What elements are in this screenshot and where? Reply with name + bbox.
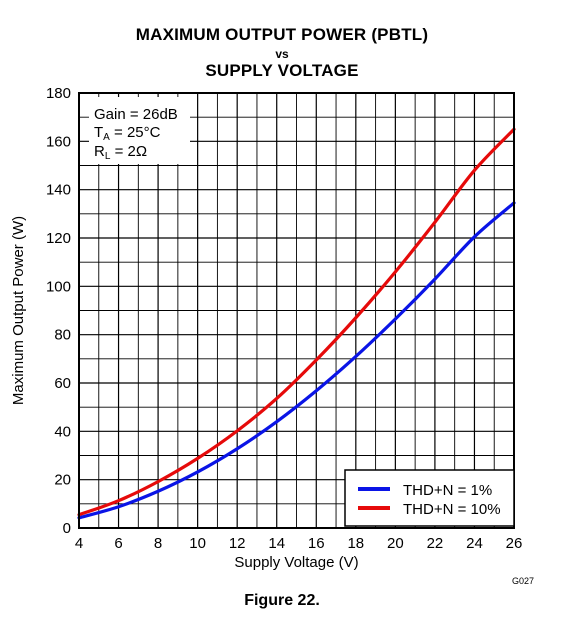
- x-tick-label: 4: [75, 535, 83, 552]
- y-tick-label: 20: [54, 472, 71, 489]
- condition-gain: Gain = 26dB: [94, 106, 178, 123]
- legend-label-thd-1: THD+N = 1%: [403, 482, 492, 499]
- chart-title-line2: vs: [275, 47, 289, 61]
- x-tick-label: 20: [387, 535, 404, 552]
- series-line-thd-1: [77, 201, 516, 520]
- y-tick-label: 160: [46, 133, 71, 150]
- x-tick-label: 12: [229, 535, 246, 552]
- conditions-box-bg: [89, 97, 190, 164]
- legend: THD+N = 1% THD+N = 10%: [344, 469, 515, 527]
- condition-ta: TA = 25°C: [94, 124, 161, 143]
- legend-box: [344, 469, 515, 527]
- chart-title-line3: SUPPLY VOLTAGE: [205, 61, 359, 80]
- x-tick-label: 10: [189, 535, 206, 552]
- conditions-box: Gain = 26dB TA = 25°C RL = 2Ω: [89, 97, 190, 164]
- y-tick-label: 60: [54, 375, 71, 392]
- x-tick-label: 14: [268, 535, 285, 552]
- y-tick-label: 180: [46, 85, 71, 102]
- y-tick-label: 100: [46, 278, 71, 295]
- legend-label-thd-10: THD+N = 10%: [403, 501, 501, 518]
- figure-caption: Figure 22.: [244, 592, 320, 609]
- x-tick-label: 8: [154, 535, 162, 552]
- y-tick-label: 80: [54, 327, 71, 344]
- condition-rl: RL = 2Ω: [94, 143, 147, 162]
- x-axis-label: Supply Voltage (V): [234, 554, 358, 571]
- figure-code: G027: [512, 576, 535, 586]
- y-tick-label: 140: [46, 182, 71, 199]
- plot-frame: [78, 92, 515, 529]
- x-tick-label: 16: [308, 535, 325, 552]
- series-line-thd-10: [77, 127, 516, 517]
- x-tick-label: 18: [347, 535, 364, 552]
- series-lines: [77, 127, 516, 520]
- x-tick-label: 22: [427, 535, 444, 552]
- y-tick-label: 40: [54, 423, 71, 440]
- x-tick-label: 26: [506, 535, 523, 552]
- x-tick-label: 6: [114, 535, 122, 552]
- y-tick-label: 0: [63, 520, 71, 537]
- chart-title-line1: MAXIMUM OUTPUT POWER (PBTL): [135, 25, 429, 44]
- y-axis-label: Maximum Output Power (W): [10, 216, 27, 405]
- x-tick-label: 24: [466, 535, 483, 552]
- tick-labels: 4 6 8 10 12 14 16 18 20 22 24 26 0 20 40 60 80 100 120 140 1…: [46, 85, 522, 552]
- y-tick-label: 120: [46, 230, 71, 247]
